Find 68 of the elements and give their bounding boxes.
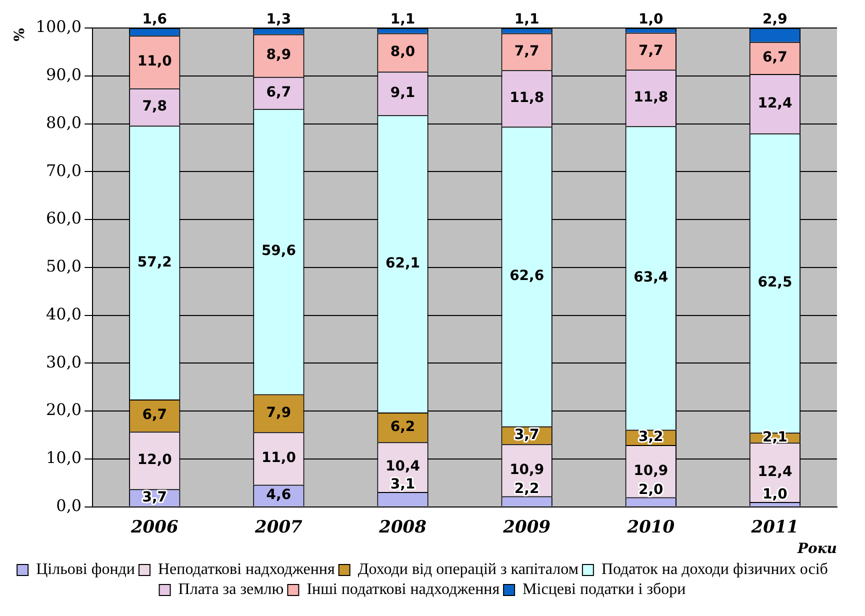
- legend-label: Плата за землю: [178, 581, 284, 598]
- data-label: 12,0: [137, 452, 172, 468]
- legend-label: Неподаткові надходження: [158, 561, 336, 578]
- data-label: 11,8: [634, 90, 668, 106]
- data-label: 8,0: [390, 44, 416, 60]
- y-tick-label: 90,0: [46, 65, 82, 84]
- x-tick-label: 2008: [378, 517, 427, 538]
- data-label: 7,7: [638, 42, 664, 59]
- data-label: 2,2: [514, 480, 540, 497]
- y-tick-label: 0,0: [56, 496, 82, 515]
- x-tick-label: 2009: [502, 517, 551, 538]
- data-label: 1,1: [514, 12, 540, 28]
- data-label: 8,9: [266, 47, 292, 64]
- x-tick-label: 2007: [254, 517, 303, 538]
- data-label: 2,1: [762, 429, 788, 446]
- legend-label: Інші податкові надходження: [306, 581, 500, 598]
- data-label: 3,2: [638, 429, 664, 446]
- data-label: 7,7: [514, 43, 540, 60]
- data-label: 2,9: [762, 12, 788, 28]
- data-label: 1,3: [266, 12, 292, 28]
- data-label: 63,4: [634, 270, 668, 286]
- y-axis-title: %: [12, 28, 28, 42]
- data-label: 1,6: [142, 12, 168, 28]
- y-tick-label: 80,0: [46, 112, 82, 132]
- data-label: 6,7: [142, 407, 168, 424]
- data-label: 11,0: [261, 450, 296, 466]
- data-label: 57,2: [137, 254, 172, 270]
- x-tick-label: 2010: [626, 517, 675, 538]
- x-axis-title: Роки: [796, 541, 837, 558]
- data-label: 4,6: [266, 487, 292, 504]
- y-tick-label: 20,0: [46, 400, 82, 420]
- y-tick-label: 10,0: [46, 448, 82, 468]
- data-label: 3,7: [142, 489, 168, 506]
- y-tick-label: 100,0: [36, 17, 82, 36]
- data-label: 11,0: [137, 54, 172, 70]
- data-label: 12,4: [758, 95, 792, 112]
- data-label: 62,5: [758, 274, 792, 291]
- data-label: 6,7: [266, 84, 292, 101]
- y-tick-label: 70,0: [46, 160, 82, 180]
- data-label: 10,9: [634, 462, 668, 479]
- y-tick-label: 30,0: [46, 352, 82, 372]
- data-label: 3,1: [390, 476, 416, 493]
- data-label: 7,8: [142, 98, 168, 115]
- legend-label: Доходи від операцій з капіталом: [358, 561, 578, 578]
- data-label: 12,4: [758, 464, 792, 480]
- data-label: 62,6: [510, 268, 544, 284]
- y-tick-label: 50,0: [46, 256, 82, 276]
- data-label: 7,9: [266, 404, 292, 421]
- data-label: 2,0: [638, 482, 664, 498]
- data-label: 6,7: [762, 50, 788, 66]
- data-label: 10,4: [385, 458, 420, 475]
- data-label: 11,8: [510, 90, 544, 106]
- data-label: 9,1: [390, 84, 416, 101]
- legend-label: Місцеві податки і збори: [522, 581, 686, 598]
- data-label: 10,9: [510, 462, 544, 478]
- legend-label: Податок на доходи фізичних осіб: [601, 561, 828, 578]
- y-tick-label: 60,0: [46, 208, 82, 228]
- legend-label: Цільові фонди: [36, 561, 136, 578]
- data-label: 62,1: [385, 255, 420, 272]
- data-label: 3,7: [514, 426, 540, 443]
- data-label: 6,2: [390, 418, 416, 435]
- x-tick-label: 2011: [750, 517, 799, 538]
- data-label: 1,1: [390, 12, 416, 28]
- data-label: 1,0: [762, 486, 788, 503]
- x-tick-label: 2006: [130, 517, 178, 538]
- y-tick-label: 40,0: [46, 304, 82, 324]
- data-label: 1,0: [638, 12, 664, 28]
- data-label: 59,6: [261, 243, 296, 260]
